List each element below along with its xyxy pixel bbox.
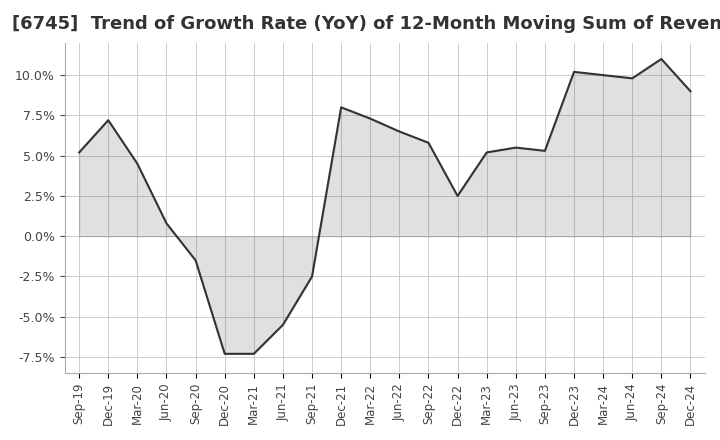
Title: [6745]  Trend of Growth Rate (YoY) of 12-Month Moving Sum of Revenues: [6745] Trend of Growth Rate (YoY) of 12-… xyxy=(12,15,720,33)
